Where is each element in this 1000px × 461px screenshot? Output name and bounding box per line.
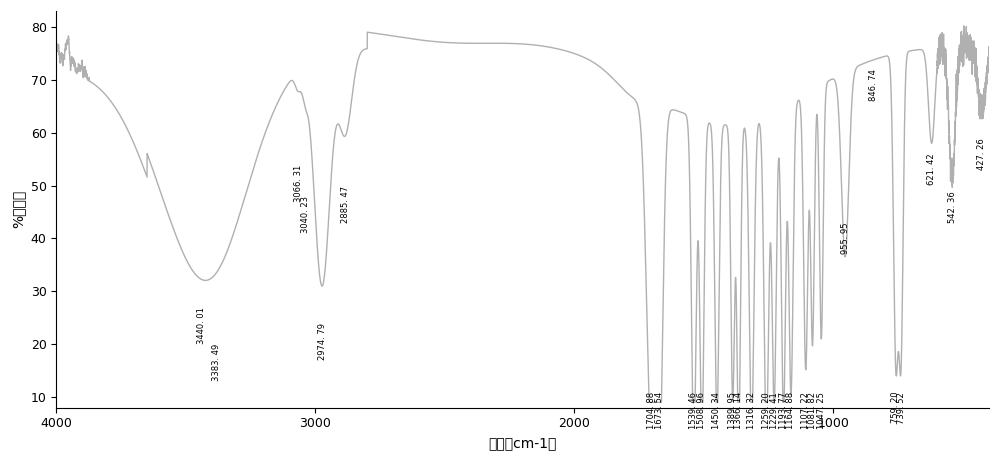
- Text: 1193. 77: 1193. 77: [779, 392, 788, 429]
- Text: 542. 36: 542. 36: [948, 191, 957, 223]
- Text: 1229. 41: 1229. 41: [770, 392, 779, 429]
- Text: 3440. 01: 3440. 01: [197, 307, 206, 344]
- Y-axis label: %透过率: %透过率: [11, 190, 25, 229]
- X-axis label: 波数（cm-1）: 波数（cm-1）: [488, 436, 557, 450]
- Text: 3040. 23: 3040. 23: [301, 196, 310, 233]
- Text: 1508. 96: 1508. 96: [697, 392, 706, 429]
- Text: 1164. 88: 1164. 88: [786, 392, 795, 429]
- Text: 3383. 49: 3383. 49: [212, 344, 221, 381]
- Text: 759. 20: 759. 20: [891, 392, 900, 423]
- Text: 1366. 14: 1366. 14: [734, 392, 743, 429]
- Text: 2885. 47: 2885. 47: [341, 186, 350, 223]
- Text: 1107. 22: 1107. 22: [801, 392, 810, 429]
- Text: 2974. 79: 2974. 79: [318, 323, 327, 360]
- Text: 846. 74: 846. 74: [869, 69, 878, 101]
- Text: 1450. 34: 1450. 34: [712, 392, 721, 429]
- Text: 1316. 32: 1316. 32: [747, 392, 756, 429]
- Text: 621. 42: 621. 42: [927, 154, 936, 185]
- Text: 1047. 25: 1047. 25: [817, 392, 826, 429]
- Text: 3066. 31: 3066. 31: [294, 165, 303, 201]
- Text: 1259. 20: 1259. 20: [762, 392, 771, 429]
- Text: 739. 52: 739. 52: [897, 392, 906, 424]
- Text: 1389. 95: 1389. 95: [728, 392, 737, 429]
- Text: 1539. 46: 1539. 46: [689, 392, 698, 429]
- Text: 1081. 82: 1081. 82: [808, 392, 817, 429]
- Text: 1673. 54: 1673. 54: [655, 392, 664, 429]
- Text: 427. 26: 427. 26: [977, 138, 986, 170]
- Text: 1704. 88: 1704. 88: [647, 392, 656, 429]
- Text: 955. 95: 955. 95: [841, 223, 850, 254]
